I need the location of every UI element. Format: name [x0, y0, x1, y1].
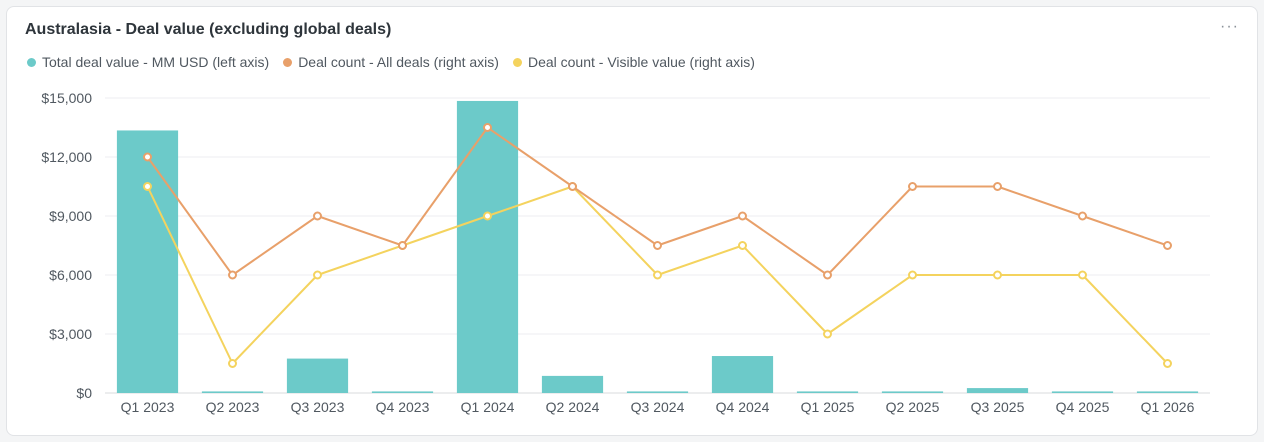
bar	[626, 391, 689, 393]
x-tick-label: Q3 2024	[631, 399, 685, 415]
all-deals-line-point	[313, 211, 322, 221]
visible-value-line-point	[823, 329, 832, 339]
legend-item-total-deal-value[interactable]: Total deal value - MM USD (left axis)	[27, 54, 269, 70]
all-deals-line-point	[993, 182, 1002, 191]
x-tick-label: Q4 2023	[376, 399, 430, 415]
legend-dot-icon	[283, 57, 293, 67]
y-tick-label: $12,000	[41, 149, 92, 165]
visible-value-line-point	[1163, 359, 1172, 368]
x-tick-label: Q3 2023	[291, 399, 345, 415]
x-tick-label: Q1 2023	[121, 399, 175, 415]
bar	[1136, 391, 1199, 393]
bar	[966, 388, 1029, 393]
legend-item-visible-value[interactable]: Deal count - Visible value (right axis)	[512, 54, 755, 70]
visible-value-line-point	[738, 241, 747, 250]
bar	[881, 391, 944, 393]
bar	[796, 391, 859, 393]
y-tick-label: $0	[76, 385, 92, 401]
bar	[1051, 391, 1114, 393]
bar	[711, 356, 774, 393]
all-deals-line-point	[483, 123, 492, 132]
visible-value-line-point	[1078, 270, 1087, 280]
bar	[371, 391, 434, 393]
chart-title: Australasia - Deal value (excluding glob…	[25, 21, 392, 38]
all-deals-line	[146, 126, 1168, 276]
all-deals-line-point	[143, 152, 152, 162]
visible-value-line-point	[228, 359, 237, 368]
all-deals-line-point	[228, 270, 237, 280]
legend-label: Total deal value - MM USD (left axis)	[42, 54, 270, 70]
visible-value-line-point	[993, 270, 1002, 280]
x-tick-label: Q1 2025	[801, 399, 855, 415]
all-deals-line-point	[653, 241, 662, 250]
visible-value-line-point	[653, 270, 662, 280]
legend-label: Deal count - All deals (right axis)	[298, 54, 499, 70]
bar	[116, 130, 179, 393]
x-tick-label: Q4 2024	[716, 399, 770, 415]
y-tick-label: $15,000	[41, 90, 92, 106]
all-deals-line-point	[908, 182, 917, 191]
all-deals-line-point	[823, 270, 832, 280]
legend-label: Deal count - Visible value (right axis)	[527, 54, 755, 70]
more-options-icon[interactable]: ···	[1220, 18, 1239, 35]
all-deals-line-point	[1078, 211, 1087, 221]
all-deals-line-point	[1163, 241, 1172, 250]
x-tick-label: Q1 2026	[1141, 399, 1195, 415]
bar	[286, 358, 349, 393]
visible-value-line-point	[313, 270, 322, 280]
all-deals-line-point	[738, 211, 747, 221]
chart-card: Australasia - Deal value (excluding glob…	[6, 6, 1258, 436]
y-tick-label: $6,000	[49, 267, 92, 283]
x-tick-label: Q1 2024	[461, 399, 515, 415]
all-deals-line-point	[568, 182, 577, 191]
x-tick-label: Q4 2025	[1056, 399, 1110, 415]
x-tick-label: Q3 2025	[971, 399, 1025, 415]
bar	[201, 391, 264, 393]
x-tick-label: Q2 2023	[206, 399, 260, 415]
x-tick-label: Q2 2025	[886, 399, 940, 415]
bar	[456, 100, 519, 393]
visible-value-line-point	[143, 182, 152, 191]
bar	[541, 375, 604, 393]
chart-legend: Total deal value - MM USD (left axis) De…	[27, 54, 755, 70]
legend-item-all-deals[interactable]: Deal count - All deals (right axis)	[283, 54, 499, 70]
all-deals-line-point	[398, 241, 407, 250]
legend-dot-icon	[27, 57, 36, 67]
visible-value-line-point	[483, 211, 492, 221]
y-tick-label: $9,000	[49, 208, 92, 224]
visible-value-line-point	[908, 270, 917, 280]
x-tick-label: Q2 2024	[546, 399, 600, 415]
legend-dot-icon	[512, 57, 522, 67]
y-tick-label: $3,000	[49, 326, 92, 342]
